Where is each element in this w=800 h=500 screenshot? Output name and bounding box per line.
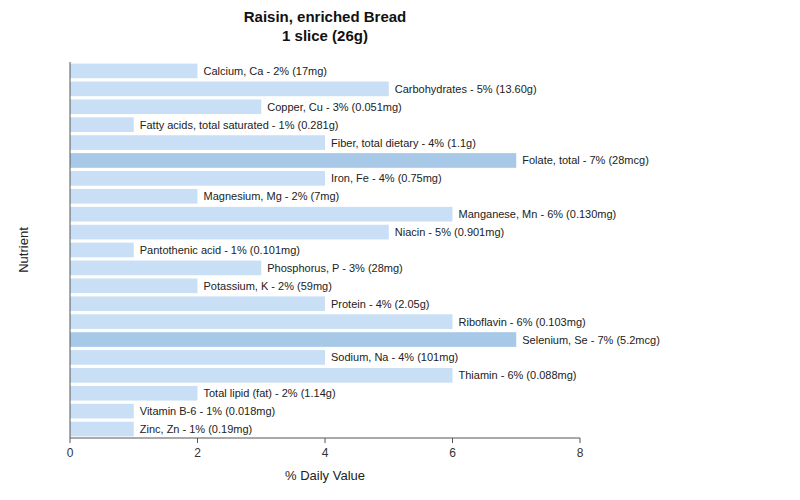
x-tick-label: 0 [67,446,74,460]
bars [70,64,516,437]
bar [70,135,325,150]
y-axis-line [70,62,71,438]
bar-label: Thiamin - 6% (0.088mg) [459,369,577,381]
x-tick [325,438,326,443]
x-tick [580,438,581,443]
bar-label: Iron, Fe - 4% (0.75mg) [331,172,442,184]
bar [70,368,453,383]
x-tick [452,438,453,443]
bar-label: Phosphorus, P - 3% (28mg) [267,262,403,274]
bar [70,82,389,97]
bar-label: Calcium, Ca - 2% (17mg) [204,65,327,77]
bar [70,189,198,204]
bar-label: Riboflavin - 6% (0.103mg) [459,316,586,328]
x-tick-label: 4 [322,446,329,460]
bar [70,153,516,168]
chart: Zinc, Zn - 1% (0.19mg) Vitamin B-6 - 1% (… [0,0,800,500]
bar [70,404,134,419]
bar [70,171,325,186]
bar [70,278,198,293]
bar [70,386,198,401]
bar [70,117,134,132]
x-tick-label: 2 [194,446,201,460]
bar-label: Vitamin B-6 - 1% (0.018mg) [140,405,276,417]
bar-label: Sodium, Na - 4% (101mg) [331,351,458,363]
bar [70,207,453,222]
bar-label: Potassium, K - 2% (59mg) [204,280,332,292]
bar-label: Total lipid (fat) - 2% (1.14g) [204,387,336,399]
bar [70,99,261,114]
bar [70,332,516,347]
bar-label: Fiber, total dietary - 4% (1.1g) [331,137,476,149]
bar-label: Copper, Cu - 3% (0.051mg) [267,101,402,113]
bar-label: Folate, total - 7% (28mcg) [522,154,649,166]
bar-label: Manganese, Mn - 6% (0.130mg) [459,208,617,220]
bar-label: Carbohydrates - 5% (13.60g) [395,83,537,95]
bar-label: Selenium, Se - 7% (5.2mcg) [522,334,660,346]
y-axis-label: Nutrient [16,227,31,273]
title: Raisin, enriched Bread 1 slice (26g) [244,8,407,44]
bar [70,296,325,311]
x-axis-label: % Daily Value [285,468,365,483]
bar [70,243,134,258]
bar [70,314,453,329]
bar-label: Magnesium, Mg - 2% (7mg) [204,190,340,202]
bar-label: Zinc, Zn - 1% (0.19mg) [140,423,252,435]
x-tick [197,438,198,443]
x-tick-label: 6 [449,446,456,460]
title-line: Raisin, enriched Bread [244,8,407,25]
x-tick-label: 8 [577,446,584,460]
bar-label: Pantothenic acid - 1% (0.101mg) [140,244,300,256]
x-tick [70,438,71,443]
bar-label: Fatty acids, total saturated - 1% (0.281… [140,119,339,131]
bar [70,225,389,240]
bar [70,261,261,276]
bar [70,64,198,79]
title-line: 1 slice (26g) [282,27,368,44]
bar [70,350,325,365]
bar-label: Protein - 4% (2.05g) [331,298,429,310]
bar [70,422,134,437]
bar-label: Niacin - 5% (0.901mg) [395,226,504,238]
